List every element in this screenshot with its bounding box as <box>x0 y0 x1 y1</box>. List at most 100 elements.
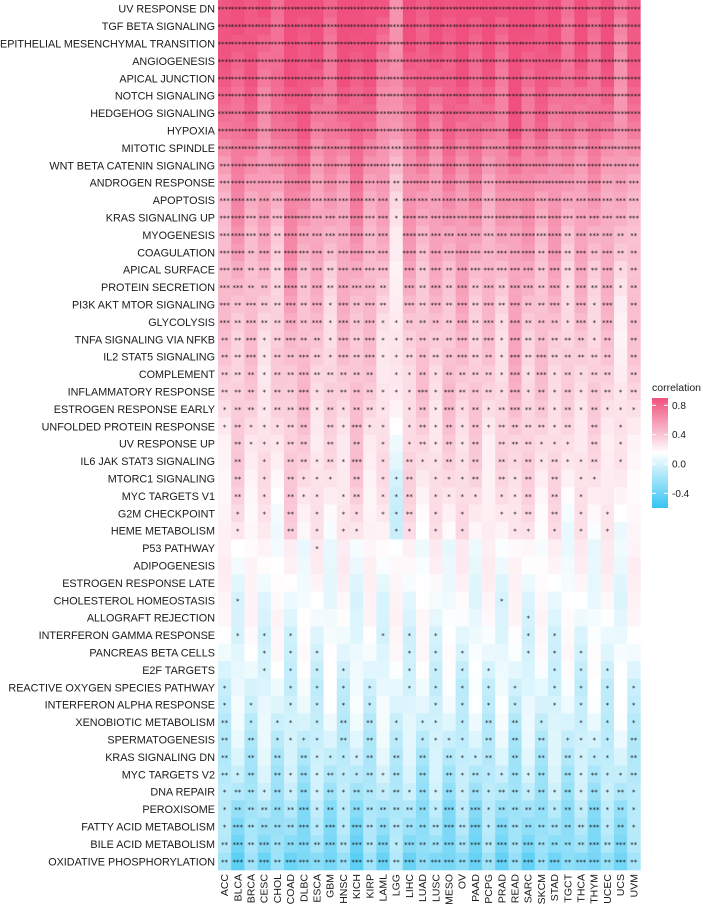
significance-mark: ** <box>234 493 242 501</box>
significance-mark: ** <box>604 858 612 866</box>
heatmap-cell <box>495 609 509 627</box>
significance-mark: *** <box>365 180 376 188</box>
heatmap-cell <box>310 226 324 244</box>
heatmap-cell <box>284 69 298 88</box>
heatmap-cell <box>350 400 364 418</box>
heatmap-cell <box>363 609 377 627</box>
significance-mark: **** <box>600 6 615 14</box>
significance-mark: * <box>553 702 557 710</box>
heatmap-cell <box>574 174 588 192</box>
heatmap-cell <box>297 87 311 105</box>
heatmap-cell <box>508 800 522 819</box>
significance-mark: **** <box>244 145 259 153</box>
significance-mark: ** <box>512 841 520 849</box>
significance-mark: **** <box>297 110 312 118</box>
heatmap-cell <box>561 17 575 36</box>
significance-mark: *** <box>338 336 349 344</box>
significance-mark: ** <box>617 806 625 814</box>
heatmap-cell <box>310 174 324 192</box>
significance-mark: *** <box>549 302 560 310</box>
heatmap-cell <box>244 452 258 471</box>
heatmap-cell <box>402 34 417 53</box>
significance-mark: *** <box>246 319 257 327</box>
significance-mark: *** <box>576 302 587 310</box>
significance-mark: ** <box>485 389 493 397</box>
heatmap-cell <box>323 800 338 819</box>
heatmap-cell <box>468 556 483 575</box>
heatmap-cell <box>587 243 602 262</box>
heatmap-cell <box>363 713 377 732</box>
heatmap-cell <box>336 261 351 279</box>
significance-mark: ** <box>353 406 361 414</box>
significance-mark: * <box>566 458 570 466</box>
row-label: G2M CHECKPOINT <box>118 508 216 520</box>
significance-mark: ** <box>419 249 427 257</box>
heatmap-cell <box>548 417 562 436</box>
heatmap-cell <box>561 226 575 244</box>
heatmap-cell <box>218 504 232 523</box>
significance-mark: * <box>526 771 530 779</box>
heatmap-cell <box>297 261 311 279</box>
significance-mark: * <box>408 684 412 692</box>
heatmap-cell <box>429 400 443 418</box>
significance-mark: **** <box>231 145 246 153</box>
significance-mark: *** <box>351 841 362 849</box>
heatmap-cell <box>442 382 456 401</box>
heatmap-cell <box>363 852 377 871</box>
heatmap-cell <box>231 556 245 575</box>
heatmap-cell <box>429 504 443 523</box>
significance-mark: **** <box>244 75 259 83</box>
heatmap-cell <box>257 800 272 819</box>
heatmap-cell <box>297 191 311 210</box>
row-label: REACTIVE OXYGEN SPECIES PATHWAY <box>8 682 215 694</box>
significance-mark: * <box>526 632 530 640</box>
heatmap-cell <box>442 696 456 714</box>
significance-mark: **** <box>548 215 563 223</box>
significance-mark: *** <box>510 354 521 362</box>
heatmap-cell <box>468 539 483 558</box>
heatmap-cell <box>614 591 628 610</box>
significance-mark: **** <box>231 180 246 188</box>
heatmap-cell <box>310 487 324 505</box>
heatmap-cell <box>574 104 588 123</box>
significance-mark: *** <box>576 249 587 257</box>
heatmap-cell <box>468 87 483 105</box>
heatmap-cell <box>442 69 456 88</box>
heatmap-cell <box>600 487 615 505</box>
heatmap-cell <box>257 313 272 331</box>
significance-mark: **** <box>587 145 602 153</box>
heatmap-cell <box>350 522 364 540</box>
heatmap-cell <box>521 121 536 140</box>
heatmap-cell <box>350 278 364 297</box>
heatmap-cell <box>442 452 456 471</box>
heatmap-cell <box>270 487 285 505</box>
significance-mark: **** <box>561 162 576 170</box>
significance-mark: * <box>394 737 398 745</box>
heatmap-cell <box>614 783 628 801</box>
heatmap-cell <box>587 365 602 384</box>
heatmap-cell <box>336 69 351 88</box>
heatmap-cell <box>284 626 298 645</box>
column-label: UCS <box>615 874 627 896</box>
heatmap-cell <box>297 400 311 418</box>
heatmap-cell <box>548 104 562 123</box>
significance-mark: ** <box>512 754 520 762</box>
significance-mark: * <box>381 458 385 466</box>
significance-mark: *** <box>259 197 270 205</box>
heatmap-cell <box>521 435 536 453</box>
significance-mark: ** <box>274 267 282 275</box>
heatmap-cell <box>561 817 575 836</box>
heatmap-cell <box>534 817 549 836</box>
row-label: BILE ACID METABOLISM <box>90 839 215 851</box>
significance-mark: **** <box>218 93 233 101</box>
significance-mark: ** <box>564 336 572 344</box>
heatmap-cell <box>429 678 443 697</box>
significance-mark: **** <box>521 145 536 153</box>
significance-mark: **** <box>548 58 563 66</box>
heatmap-cell <box>627 852 641 871</box>
heatmap-cell <box>244 0 258 18</box>
heatmap-cell <box>297 52 311 70</box>
heatmap-cell <box>614 261 628 279</box>
column-label: HNSC <box>338 874 350 904</box>
legend: correlation 0.80.40.0-0.4 <box>652 382 701 508</box>
